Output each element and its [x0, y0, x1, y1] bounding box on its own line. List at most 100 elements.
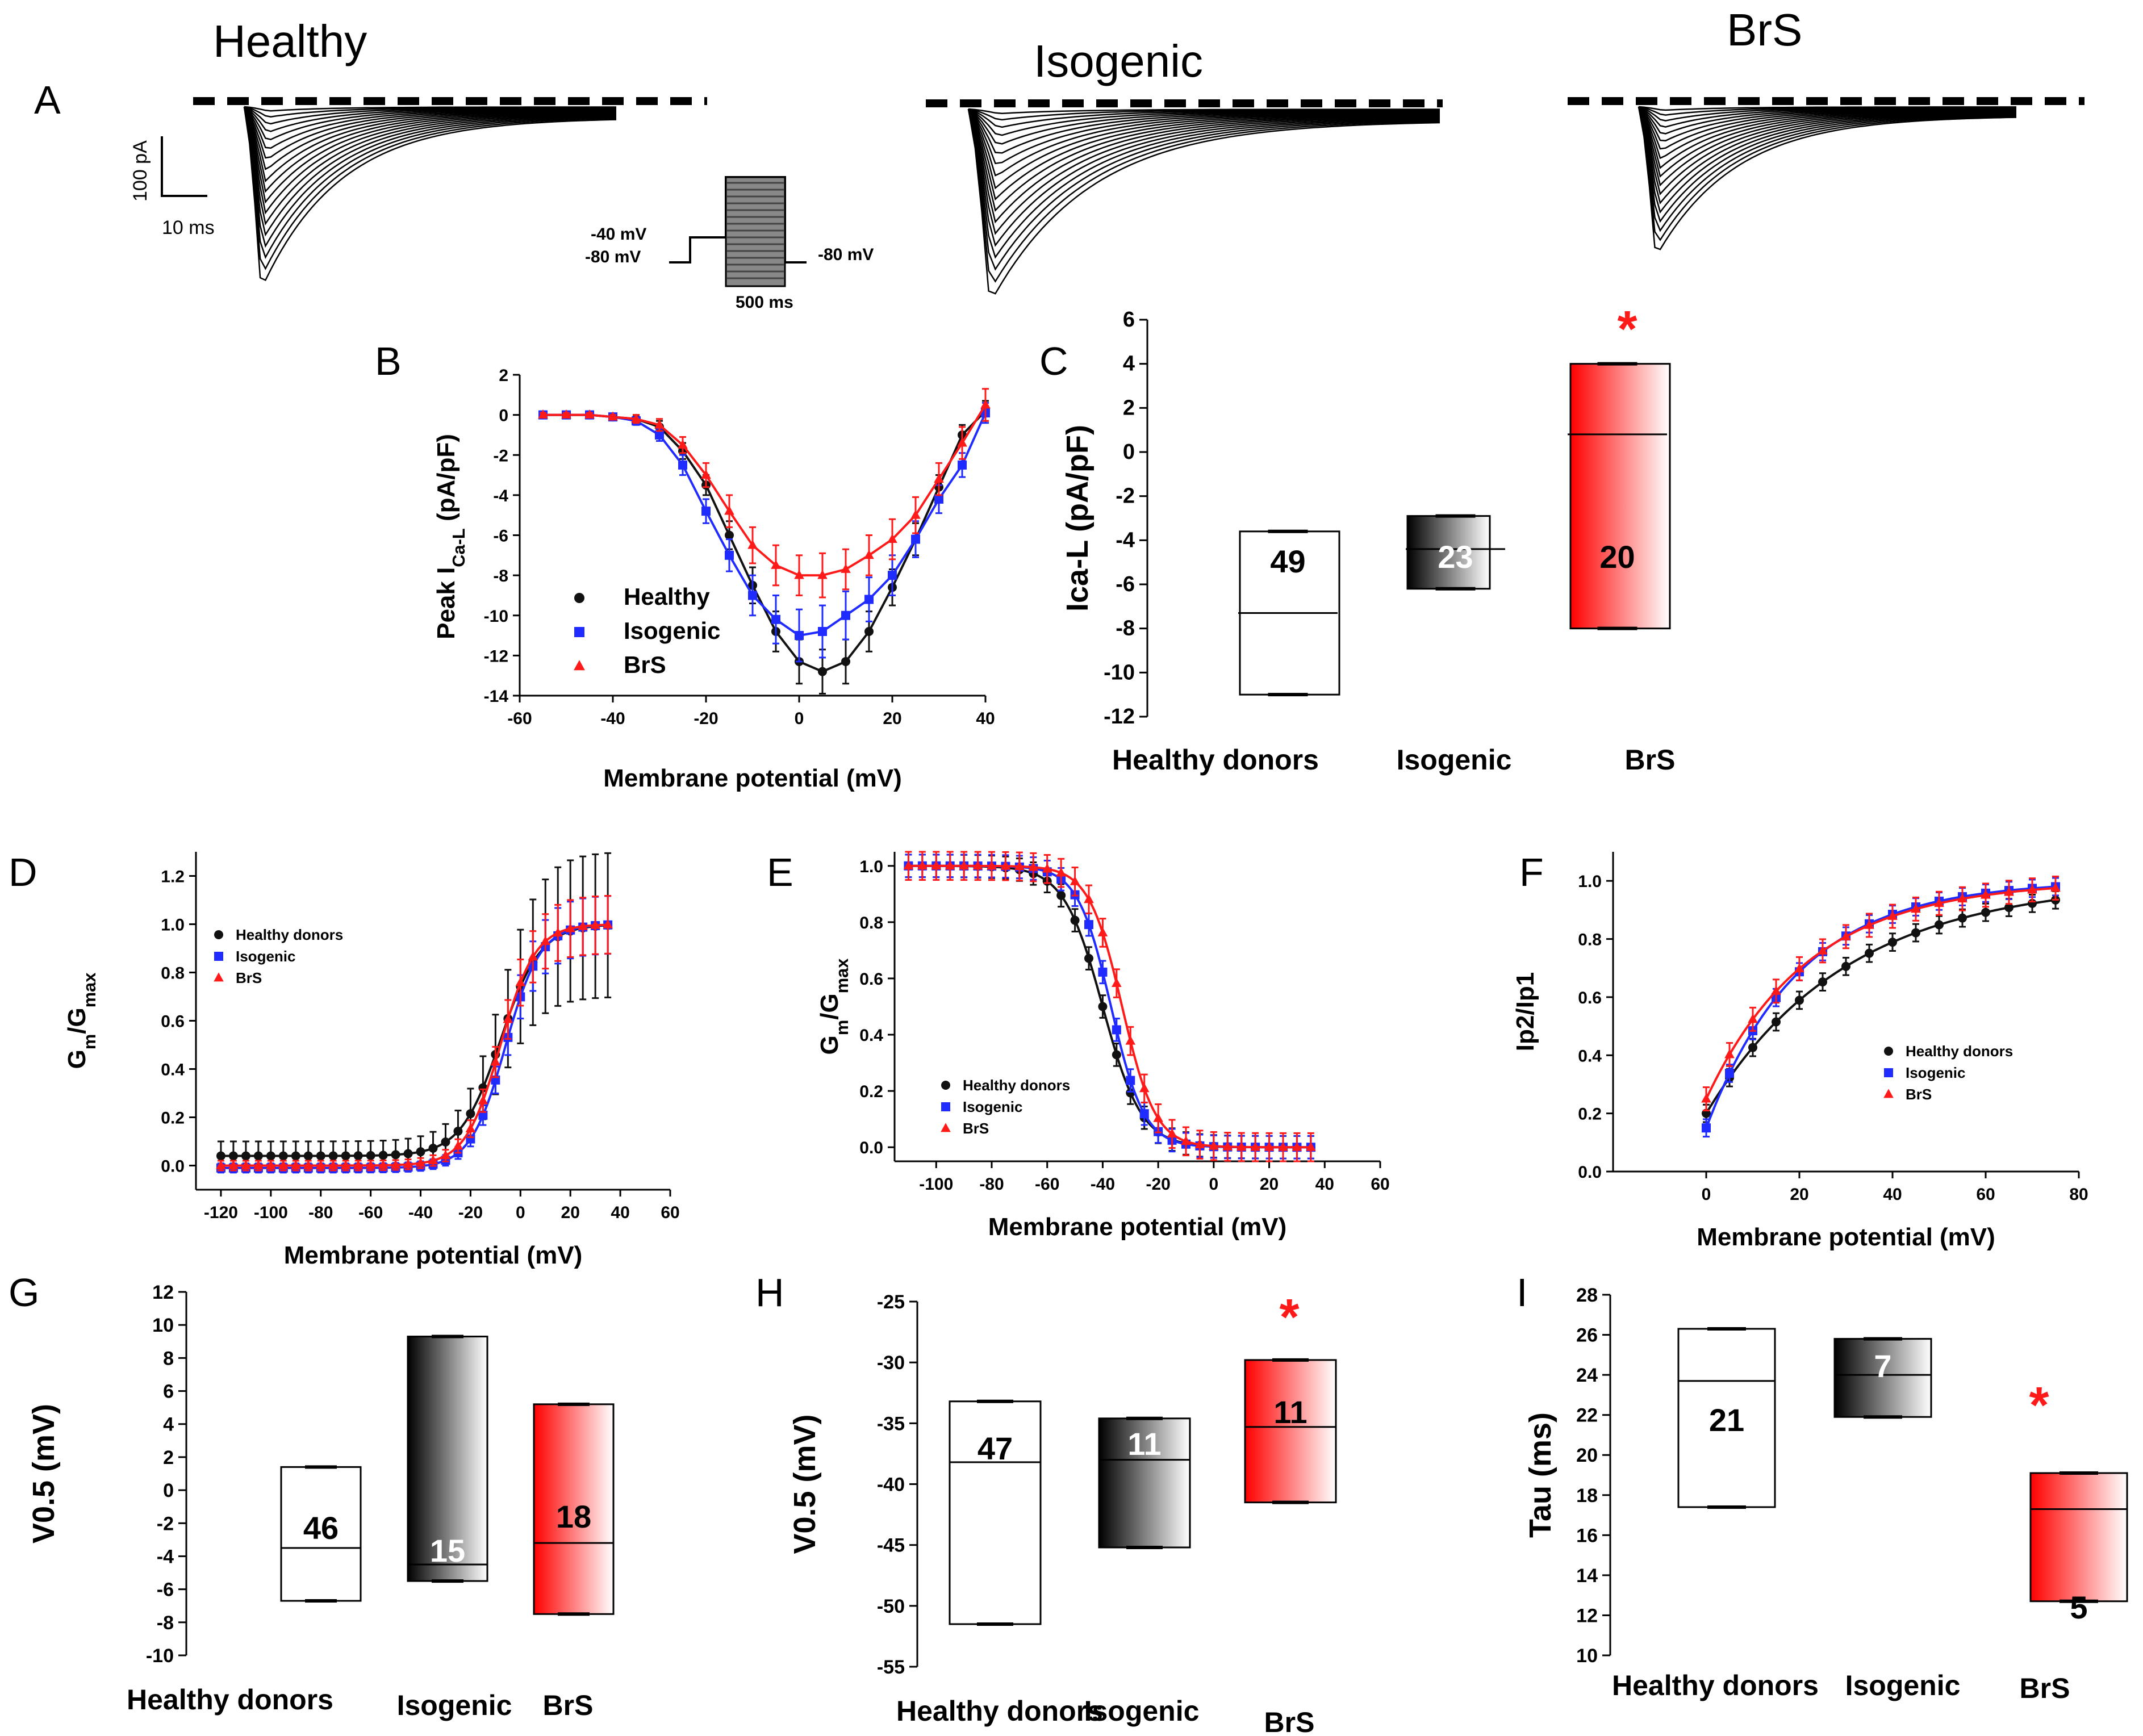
y-tick-label: 0.0	[1578, 1163, 1602, 1182]
data-point	[1264, 1141, 1275, 1151]
data-point	[1724, 1049, 1735, 1059]
y-tick-label: -30	[877, 1352, 905, 1374]
x-tick-label: 20	[883, 709, 901, 728]
current-trace	[968, 108, 1440, 165]
data-point	[1056, 867, 1066, 877]
y-tick-label: -10	[1104, 660, 1135, 684]
data-point	[1084, 953, 1093, 963]
data-point	[2027, 884, 2037, 894]
x-tick-label: -40	[600, 709, 625, 728]
protocol-hold-minus40: -40 mV	[591, 225, 646, 244]
data-point	[403, 1158, 413, 1168]
chart-h: -25 -30 -35 -40 -45 -50 -55 47 Healthy donors 11 I…	[788, 1289, 1337, 1736]
x-tick-label: -20	[458, 1203, 483, 1222]
data-point	[1748, 1043, 1757, 1052]
chart-i: 28 26 24 22 20 18 16 14 12 10 21 Healthy donors 7 Iso…	[1523, 1285, 2128, 1704]
x-tick-label: 40	[611, 1203, 629, 1222]
current-trace	[244, 106, 617, 149]
current-trace	[243, 106, 617, 260]
data-point	[478, 1110, 488, 1120]
data-point	[818, 667, 827, 676]
data-point	[228, 1151, 238, 1161]
data-point	[291, 1151, 300, 1161]
data-point	[391, 1150, 400, 1160]
current-trace	[1637, 106, 2017, 241]
voltage-protocol: -40 mV -80 mV 500 ms -80 mV	[585, 176, 874, 312]
x-tick-label: 40	[1883, 1185, 1902, 1204]
y-tick-label: -4	[493, 487, 508, 505]
data-point	[941, 1102, 950, 1111]
data-point	[216, 1151, 225, 1161]
current-traces-healthy	[243, 106, 617, 282]
x-tick-label: -60	[358, 1203, 383, 1222]
category-label: BrS	[543, 1689, 594, 1721]
data-point	[416, 1147, 425, 1157]
trace-title-isogenic: Isogenic	[1034, 36, 1203, 86]
y-tick-label: 0.4	[859, 1026, 883, 1045]
data-point	[1883, 1089, 1894, 1098]
data-point	[748, 591, 757, 600]
data-point	[631, 413, 641, 423]
data-point	[278, 1160, 289, 1169]
data-point	[1056, 890, 1066, 900]
current-trace	[243, 106, 617, 215]
data-point	[1865, 948, 1874, 958]
category-label: Isogenic	[1845, 1670, 1961, 1701]
y-tick-label: 6	[163, 1381, 174, 1403]
data-point	[888, 571, 897, 580]
data-point	[1126, 1088, 1135, 1098]
box-isogenic	[407, 1336, 488, 1582]
data-point	[1042, 863, 1052, 873]
data-point	[1771, 985, 1781, 995]
data-point	[353, 1151, 363, 1161]
category-label: Healthy donors	[1112, 744, 1319, 776]
data-point	[1112, 1025, 1121, 1035]
data-point	[771, 559, 781, 569]
n-label-isogenic: 15	[430, 1533, 465, 1568]
y-tick-label: -6	[493, 527, 508, 546]
panel-h-label: H	[755, 1270, 784, 1315]
y-tick-label: 0.4	[1578, 1047, 1602, 1065]
y-tick-label: -55	[877, 1656, 905, 1678]
y-tick-label: 18	[1576, 1485, 1598, 1507]
x-tick-label: -100	[919, 1175, 953, 1194]
trace-title-brs: BrS	[1727, 5, 1802, 55]
y-tick-label: 1.2	[161, 868, 185, 886]
current-trace	[968, 108, 1440, 154]
legend-brs: BrS	[1906, 1086, 1932, 1103]
data-point	[340, 1160, 351, 1169]
category-label: Healthy donors	[896, 1695, 1103, 1727]
data-point	[565, 923, 576, 932]
current-trace	[243, 106, 617, 248]
current-trace	[1637, 106, 2017, 232]
protocol-steps	[725, 176, 786, 287]
data-point	[1070, 876, 1080, 885]
x-axis-label: Membrane potential (mV)	[988, 1213, 1287, 1241]
x-tick-label: -20	[1146, 1175, 1170, 1194]
data-point	[945, 860, 955, 870]
data-point	[1818, 977, 1827, 987]
x-tick-label: -80	[308, 1203, 333, 1222]
x-tick-label: -40	[408, 1203, 433, 1222]
y-tick-label: -40	[877, 1474, 905, 1496]
n-label-healthy: 21	[1709, 1402, 1744, 1438]
y-tick-label: -50	[877, 1596, 905, 1617]
trace-title-healthy: Healthy	[213, 16, 367, 66]
data-point	[390, 1159, 401, 1169]
data-point	[701, 469, 711, 479]
data-point	[241, 1151, 250, 1161]
current-trace	[967, 108, 1440, 212]
data-point	[911, 534, 920, 544]
x-tick-label: -20	[694, 709, 718, 728]
y-tick-label: -8	[493, 567, 508, 585]
category-label: BrS	[1264, 1706, 1315, 1736]
data-point	[315, 1160, 326, 1169]
data-point	[574, 593, 584, 603]
y-tick-label: 6	[1123, 308, 1135, 332]
data-point	[1084, 920, 1093, 930]
data-point	[1794, 963, 1804, 973]
data-point	[1014, 861, 1025, 871]
data-point	[316, 1151, 325, 1161]
data-point	[2050, 882, 2061, 892]
